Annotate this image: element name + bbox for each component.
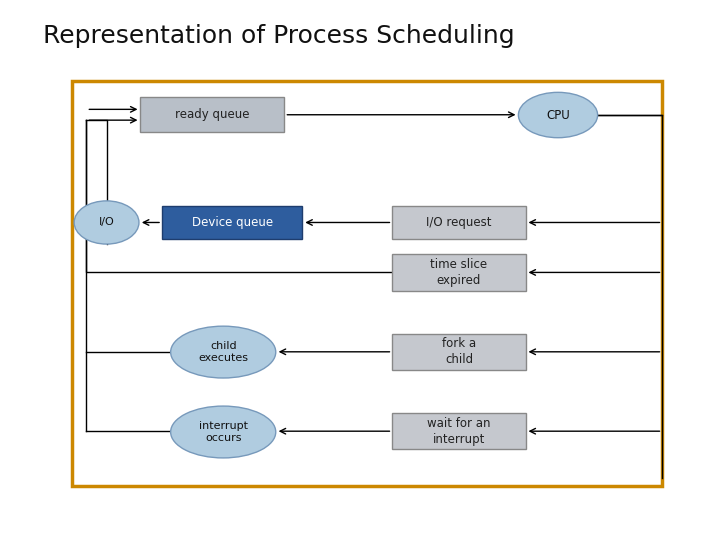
Bar [72,81,662,486]
Bar [140,97,284,132]
Ellipse shape [171,406,276,458]
Bar [392,254,526,291]
Ellipse shape [74,201,139,244]
Text: CPU: CPU [546,109,570,122]
Text: I/O: I/O [99,218,114,227]
Text: I/O request: I/O request [426,216,492,229]
Text: time slice
expired: time slice expired [431,258,487,287]
Bar [392,206,526,239]
Ellipse shape [171,326,276,378]
Ellipse shape [518,92,598,138]
Text: child
executes: child executes [198,341,248,363]
Text: Device queue: Device queue [192,216,273,229]
Text: ready queue: ready queue [175,108,250,122]
Text: wait for an
interrupt: wait for an interrupt [427,417,491,445]
Bar [392,334,526,370]
Text: interrupt
occurs: interrupt occurs [199,421,248,443]
Bar [392,413,526,449]
Text: Representation of Process Scheduling: Representation of Process Scheduling [43,24,515,48]
Bar [162,206,302,239]
Text: fork a
child: fork a child [442,338,476,366]
